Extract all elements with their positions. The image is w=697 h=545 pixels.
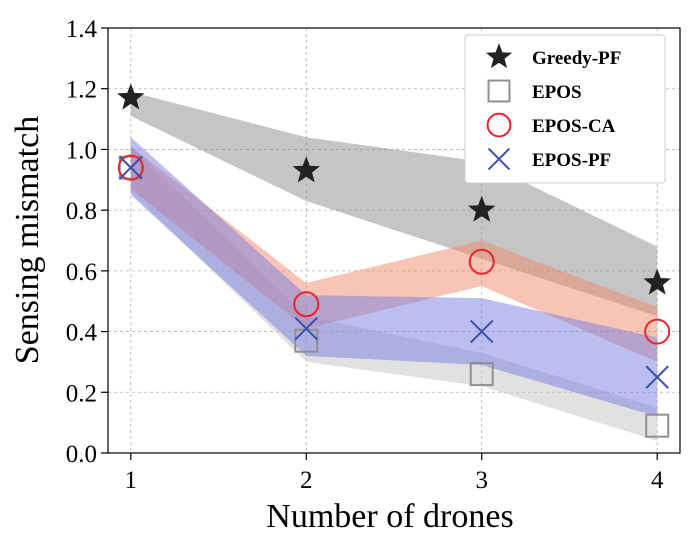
marker-epos-pf-2-stroke-b bbox=[294, 316, 318, 341]
marker-epos-ca-4 bbox=[644, 318, 671, 345]
confidence-bands bbox=[130, 91, 658, 441]
y-tick-label-0: 0.0 bbox=[66, 441, 97, 468]
axis-ticks: 0.0 0.2 0.4 0.6 0.8 1.0 1.2 1.4 1 2 3 4 bbox=[66, 16, 664, 494]
x-tick-label-0: 1 bbox=[125, 467, 138, 494]
y-tick-label-1: 0.2 bbox=[66, 380, 97, 407]
legend-marker-epos-pf-stroke-b bbox=[487, 147, 511, 171]
plot-frame bbox=[107, 27, 681, 454]
marker-greedy-pf-2 bbox=[292, 156, 320, 183]
marker-epos-pf-1 bbox=[119, 155, 143, 180]
y-tick-label-7: 1.4 bbox=[66, 16, 98, 43]
marker-greedy-pf-4 bbox=[643, 268, 671, 295]
x-tick-label-3: 4 bbox=[651, 467, 664, 494]
marker-epos-pf-1-stroke-b bbox=[119, 155, 143, 180]
marker-epos-ca-2 bbox=[293, 291, 320, 318]
marker-epos-ca-1 bbox=[117, 154, 144, 181]
marker-greedy-pf-3 bbox=[468, 195, 496, 222]
legend-marker-epos-pf bbox=[487, 147, 511, 171]
y-axis-title: Sensing mismatch bbox=[9, 116, 46, 364]
marker-epos-pf-2 bbox=[294, 316, 318, 341]
marker-epos-3 bbox=[469, 362, 494, 387]
y-tick-label-3: 0.6 bbox=[66, 259, 97, 286]
legend-frame bbox=[464, 34, 666, 184]
legend-label-epos-ca: EPOS-CA bbox=[532, 116, 616, 137]
band-epos-pf bbox=[130, 137, 658, 417]
legend-label-epos: EPOS bbox=[532, 82, 582, 103]
legend: Greedy-PF EPOS EPOS-CA EPOS-PF bbox=[464, 34, 666, 184]
data-markers bbox=[117, 83, 671, 438]
marker-epos-pf-4 bbox=[645, 365, 669, 389]
legend-marker-greedy-pf bbox=[485, 43, 513, 69]
marker-epos-ca-3 bbox=[468, 248, 495, 275]
legend-marker-epos bbox=[487, 79, 511, 103]
marker-epos-pf-3 bbox=[470, 319, 494, 344]
x-axis-title: Number of drones bbox=[266, 498, 513, 535]
y-tick-label-2: 0.4 bbox=[66, 320, 98, 347]
legend-label-greedy-pf: Greedy-PF bbox=[532, 48, 621, 69]
y-tick-label-5: 1.0 bbox=[66, 137, 97, 164]
marker-greedy-pf-1 bbox=[117, 83, 145, 110]
y-tick-label-4: 0.8 bbox=[66, 198, 97, 225]
legend-marker-epos-ca bbox=[486, 112, 512, 138]
y-tick-label-6: 1.2 bbox=[66, 77, 97, 104]
x-tick-label-2: 3 bbox=[475, 467, 488, 494]
x-tick-label-1: 2 bbox=[300, 467, 313, 494]
legend-label-epos-pf: EPOS-PF bbox=[532, 150, 611, 171]
marker-epos-pf-3-stroke-b bbox=[470, 319, 494, 344]
marker-epos-pf-4-stroke-b bbox=[645, 365, 669, 389]
marker-epos-4 bbox=[645, 413, 670, 438]
